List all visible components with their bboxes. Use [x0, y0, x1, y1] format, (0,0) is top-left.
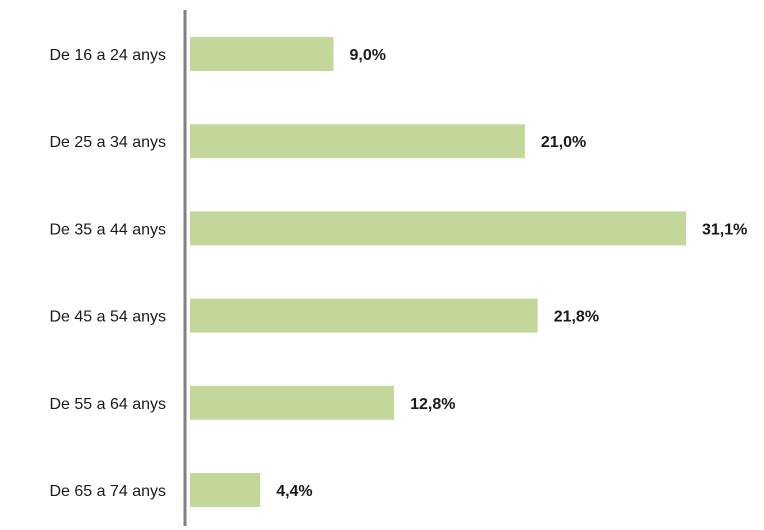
bar-6	[190, 473, 261, 507]
category-label-1: De 16 a 24 anys	[49, 47, 166, 64]
bar-3	[190, 211, 686, 246]
value-label-6: 4,4%	[276, 483, 312, 500]
value-label-3: 31,1%	[702, 221, 747, 238]
category-label-3: De 35 a 44 anys	[49, 221, 166, 238]
bars-group	[190, 37, 686, 507]
category-label-6: De 65 a 74 anys	[49, 483, 166, 500]
value-label-4: 21,8%	[554, 309, 599, 326]
bar-4	[190, 298, 538, 333]
category-label-2: De 25 a 34 anys	[49, 134, 166, 151]
category-label-5: De 55 a 64 anys	[49, 396, 166, 413]
value-label-5: 12,8%	[410, 396, 455, 413]
value-labels: 9,0% 21,0% 31,1% 21,8% 12,8% 4,4%	[276, 47, 747, 500]
category-label-4: De 45 a 54 anys	[49, 309, 166, 326]
bar-5	[190, 385, 395, 420]
bar-2	[190, 124, 525, 159]
value-label-2: 21,0%	[541, 134, 586, 151]
value-label-1: 9,0%	[350, 47, 386, 64]
category-labels: De 16 a 24 anys De 25 a 34 anys De 35 a 44…	[49, 47, 166, 500]
bar-1	[190, 37, 334, 71]
